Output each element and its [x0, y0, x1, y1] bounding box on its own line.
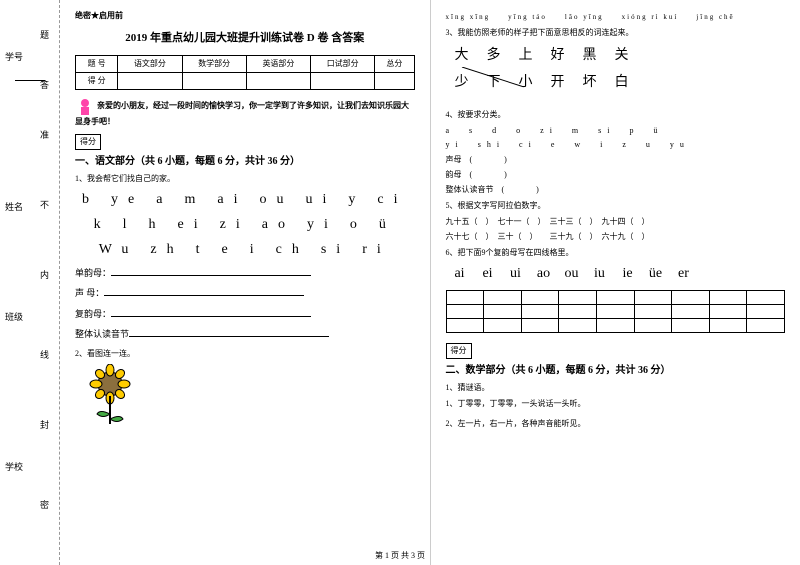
- v7: 封: [38, 420, 51, 429]
- question-2: 2、看图连一连。: [75, 348, 415, 360]
- section-2-title: 二、数学部分（共 6 小题，每题 6 分，共计 36 分）: [446, 363, 786, 378]
- label: 复韵母：: [75, 309, 111, 319]
- question-3: 3、我能仿照老师的样子把下面意思相反的词连起来。: [446, 27, 786, 39]
- label: 声 母：: [75, 288, 104, 298]
- pinyin-row: xīng xīng yīng táo lǎo yīng xióng rì kuí…: [446, 12, 786, 23]
- cat-3: 整体认读音节 ( ): [446, 184, 786, 196]
- matching-diagram: 大多上好黑关 少下小开坏白: [446, 45, 786, 105]
- table-row: 题 号 语文部分 数学部分 英语部分 口试部分 总分: [76, 55, 415, 72]
- letter-list-2: yi shi ci e w i z u yu: [446, 139, 786, 151]
- question-5: 5、根据文字写阿拉伯数字。: [446, 200, 786, 212]
- cell: 英语部分: [246, 55, 310, 72]
- four-line-grid: [446, 290, 786, 333]
- question-1: 1、我会帮它们找自己的家。: [75, 173, 415, 185]
- table-row: 得 分: [76, 72, 415, 89]
- exam-title: 2019 年重点幼儿园大班提升训练试卷 D 卷 含答案: [75, 30, 415, 47]
- question-2-1: 1、猜谜语。: [446, 382, 786, 394]
- page-footer: 第 1 页 共 3 页: [0, 550, 800, 561]
- cell: 数学部分: [182, 55, 246, 72]
- cat-row: 整体认读音节: [75, 327, 415, 342]
- intro-text: 亲爱的小朋友，经过一段时间的愉快学习，你一定学到了许多知识，让我们去知识乐园大显…: [75, 96, 415, 128]
- cat-row: 复韵母：: [75, 307, 415, 322]
- letter-list-1: a s d o zi m si p ü: [446, 125, 786, 137]
- v4: 不: [38, 200, 51, 209]
- cell: 得 分: [76, 72, 118, 89]
- cell: 语文部分: [118, 55, 182, 72]
- cat-row: 单韵母：: [75, 266, 415, 281]
- num-row-2: 六十七（ ） 三十（ ） 三十九（ ） 六十九（ ）: [446, 231, 786, 243]
- label-name: 姓名: [5, 200, 23, 213]
- score-badge: 得分: [75, 134, 101, 150]
- v5: 内: [38, 270, 51, 279]
- blank-line: [104, 286, 304, 296]
- label: 整体认读音节: [75, 329, 129, 339]
- left-column: 绝密★启用前 2019 年重点幼儿园大班提升训练试卷 D 卷 含答案 题 号 语…: [60, 0, 431, 565]
- letter-row-1: byeamaiouuiyci: [75, 189, 415, 210]
- finals-row: aieiuiaoouiuieüeer: [446, 263, 786, 284]
- section-1-title: 一、语文部分（共 6 小题，每题 6 分，共计 36 分）: [75, 154, 415, 169]
- binding-margin: 学号 题 答 准 姓名 不 内 班级 线 封 学校 密: [0, 0, 60, 565]
- cell: 题 号: [76, 55, 118, 72]
- v8: 密: [38, 500, 51, 509]
- cat-1: 声母 ( ): [446, 154, 786, 166]
- label: 单韵母：: [75, 268, 111, 278]
- secret-label: 绝密★启用前: [75, 10, 415, 22]
- letter-row-3: Wuzhteichsiri: [75, 239, 415, 260]
- letter-row-2: klheiziaoyioü: [75, 214, 415, 235]
- connection-line: [446, 67, 646, 87]
- num-row-1: 九十五（ ） 七十一（ ） 三十三（ ） 九十四（ ）: [446, 216, 786, 228]
- cell: 总分: [375, 55, 414, 72]
- label-id: 学号: [5, 50, 23, 63]
- flower-icon: [85, 364, 135, 434]
- content: 绝密★启用前 2019 年重点幼儿园大班提升训练试卷 D 卷 含答案 题 号 语…: [60, 0, 800, 565]
- v6: 线: [38, 350, 51, 359]
- score-badge-2: 得分: [446, 343, 472, 359]
- v2: 答: [38, 80, 51, 89]
- label-school: 学校: [5, 460, 23, 473]
- cat-2: 韵母 ( ): [446, 169, 786, 181]
- v1: 题: [38, 30, 51, 39]
- blank-line: [111, 266, 311, 276]
- riddle-1: 1、丁零零，丁零零，一头说话一头听。: [446, 398, 786, 410]
- cell: 口试部分: [311, 55, 375, 72]
- question-6: 6、把下面9个复韵母写在四线格里。: [446, 247, 786, 259]
- blank-line: [129, 327, 329, 337]
- v3: 准: [38, 130, 51, 139]
- score-table: 题 号 语文部分 数学部分 英语部分 口试部分 总分 得 分: [75, 55, 415, 90]
- label-class: 班级: [5, 310, 23, 323]
- riddle-2: 2、左一片，右一片，各种声音能听见。: [446, 418, 786, 430]
- right-column: xīng xīng yīng táo lǎo yīng xióng rì kuí…: [431, 0, 800, 565]
- blank-line: [111, 307, 311, 317]
- intro: 亲爱的小朋友，经过一段时间的愉快学习，你一定学到了许多知识，让我们去知识乐园大显…: [75, 100, 409, 125]
- question-4: 4、按要求分类。: [446, 109, 786, 121]
- cat-row: 声 母：: [75, 286, 415, 301]
- child-icon: [75, 96, 95, 116]
